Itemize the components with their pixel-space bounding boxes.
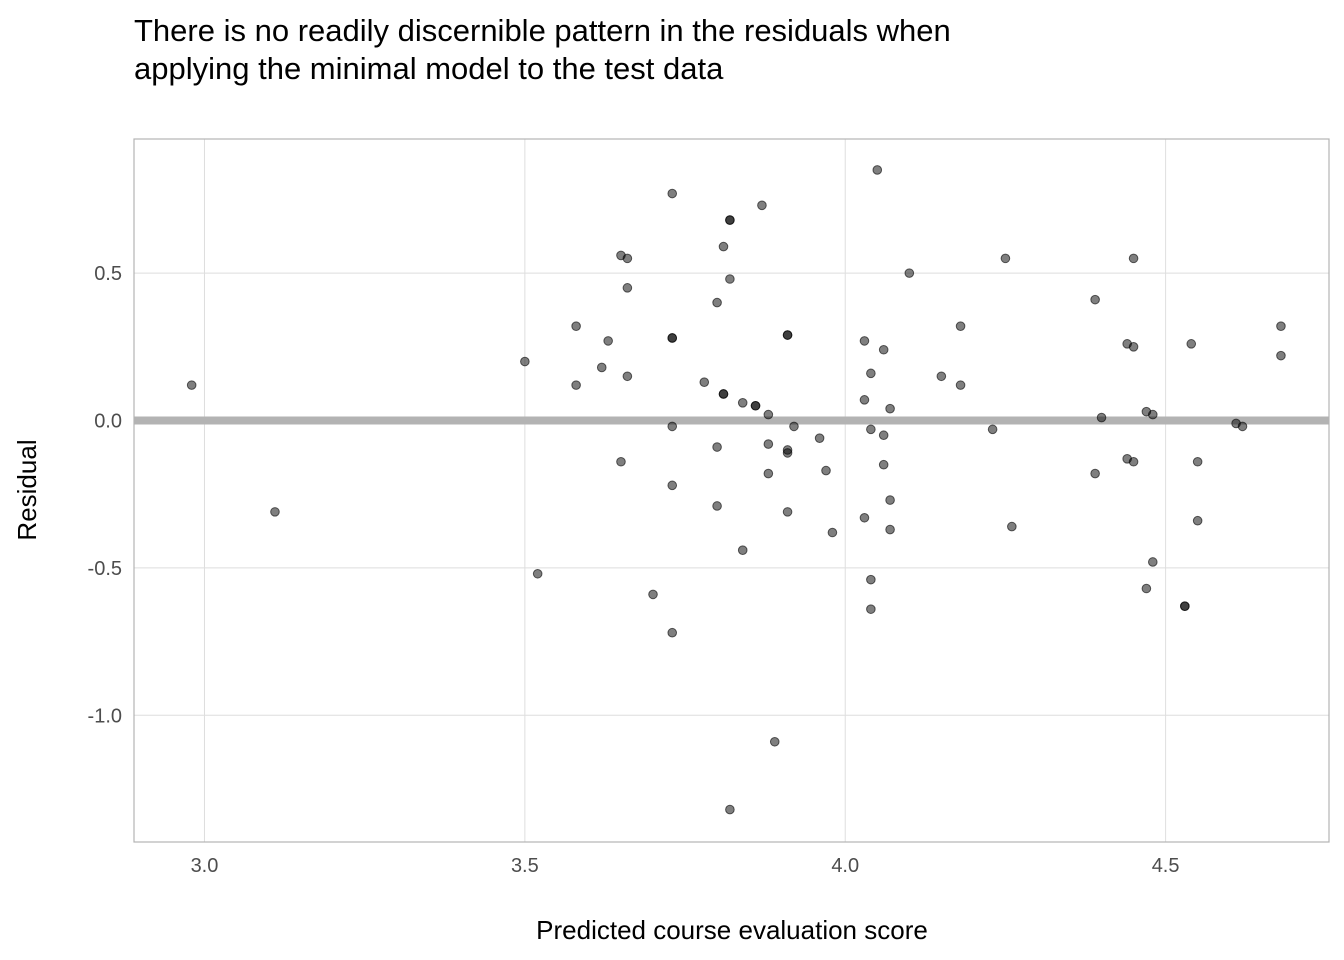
scatter-point <box>648 589 658 600</box>
scatter-point <box>885 403 895 414</box>
scatter-point <box>596 362 607 373</box>
y-tick-label: 0.0 <box>94 410 122 432</box>
y-axis-title: Residual <box>12 439 42 540</box>
scatter-point <box>866 574 876 585</box>
scatter-point <box>1180 601 1190 611</box>
scatter-point <box>712 501 722 511</box>
scatter-point <box>186 380 197 390</box>
scatter-point <box>885 524 895 535</box>
scatter-point <box>1090 294 1100 305</box>
scatter-point <box>712 442 722 452</box>
scatter-point <box>878 344 889 355</box>
scatter-point <box>821 465 831 476</box>
scatter-point <box>872 165 883 175</box>
scatter-point <box>667 480 678 491</box>
scatter-point <box>1147 409 1158 420</box>
x-gridlines <box>203 139 1167 842</box>
scatter-point <box>532 568 543 579</box>
chart-title-line-1: There is no readily discernible pattern … <box>134 13 951 48</box>
scatter-point <box>878 459 889 470</box>
scatter-point <box>725 804 735 815</box>
scatter-point <box>866 604 876 614</box>
scatter-point <box>571 321 581 331</box>
y-tick-label: -1.0 <box>88 705 122 727</box>
scatter-point <box>782 448 793 458</box>
scatter-point <box>859 336 870 346</box>
scatter-point <box>878 430 889 441</box>
scatter-point <box>866 368 876 379</box>
scatter-point <box>987 424 998 435</box>
scatter-point <box>699 377 710 387</box>
scatter-point <box>1276 350 1286 361</box>
scatter-point <box>814 433 825 443</box>
data-points <box>186 165 1286 815</box>
scatter-point <box>667 421 678 432</box>
scatter-point <box>737 545 748 555</box>
scatter-point <box>1128 456 1139 467</box>
scatter-point <box>718 389 729 399</box>
scatter-point <box>571 380 581 390</box>
plot-panel-border <box>133 138 1330 843</box>
scatter-point <box>270 507 280 517</box>
scatter-point <box>750 400 761 411</box>
scatter-point <box>622 283 633 293</box>
scatter-point <box>1237 421 1248 432</box>
y-tick-label: 0.5 <box>94 263 122 285</box>
scatter-point <box>667 188 678 199</box>
scatter-point <box>885 495 895 505</box>
scatter-point <box>1007 521 1017 532</box>
scatter-point <box>1147 557 1158 567</box>
x-tick-label: 4.5 <box>1152 855 1180 877</box>
scatter-point <box>603 336 613 346</box>
y-tick-labels: -1.0 -0.5 0.0 0.5 <box>88 263 122 727</box>
scatter-point <box>904 268 915 278</box>
y-gridlines <box>134 272 1329 716</box>
x-tick-labels: 3.0 3.5 4.0 4.5 <box>191 855 1180 877</box>
scatter-point <box>718 241 729 252</box>
x-axis-title: Predicted course evaluation score <box>536 915 928 945</box>
scatter-point <box>955 380 966 390</box>
scatter-point <box>757 200 767 211</box>
scatter-point <box>789 421 799 432</box>
scatter-point <box>725 215 735 225</box>
scatter-point <box>616 456 626 467</box>
scatter-point <box>827 527 838 538</box>
scatter-point <box>1186 339 1197 349</box>
scatter-point <box>1128 342 1139 352</box>
scatter-point <box>782 330 793 340</box>
scatter-point <box>725 274 735 284</box>
scatter-point <box>1192 456 1203 467</box>
chart-title-line-2: applying the minimal model to the test d… <box>134 51 724 86</box>
x-tick-label: 4.0 <box>831 855 859 877</box>
x-tick-label: 3.0 <box>191 855 219 877</box>
scatter-point <box>1000 253 1011 264</box>
scatter-point <box>712 297 722 308</box>
scatter-point <box>859 512 870 523</box>
scatter-point <box>769 736 780 747</box>
y-tick-label: -0.5 <box>88 558 122 580</box>
scatter-point <box>520 356 530 367</box>
scatter-point <box>1090 468 1100 479</box>
scatter-point <box>1192 515 1203 526</box>
scatter-point <box>782 507 793 517</box>
scatter-point <box>667 333 678 343</box>
scatter-point <box>667 627 678 638</box>
scatter-point <box>1128 253 1139 264</box>
scatter-point <box>763 409 774 420</box>
scatter-point <box>622 253 633 264</box>
scatter-point <box>866 424 876 435</box>
scatter-point <box>622 371 633 382</box>
x-tick-label: 3.5 <box>511 855 539 877</box>
scatter-point <box>1096 412 1107 423</box>
scatter-point <box>1141 583 1152 594</box>
scatter-point <box>859 395 870 405</box>
scatter-point <box>763 468 774 479</box>
scatter-point <box>955 321 966 331</box>
scatter-point <box>936 371 947 382</box>
scatter-point <box>1276 321 1286 331</box>
scatter-point <box>763 439 774 449</box>
scatter-point <box>737 398 748 408</box>
